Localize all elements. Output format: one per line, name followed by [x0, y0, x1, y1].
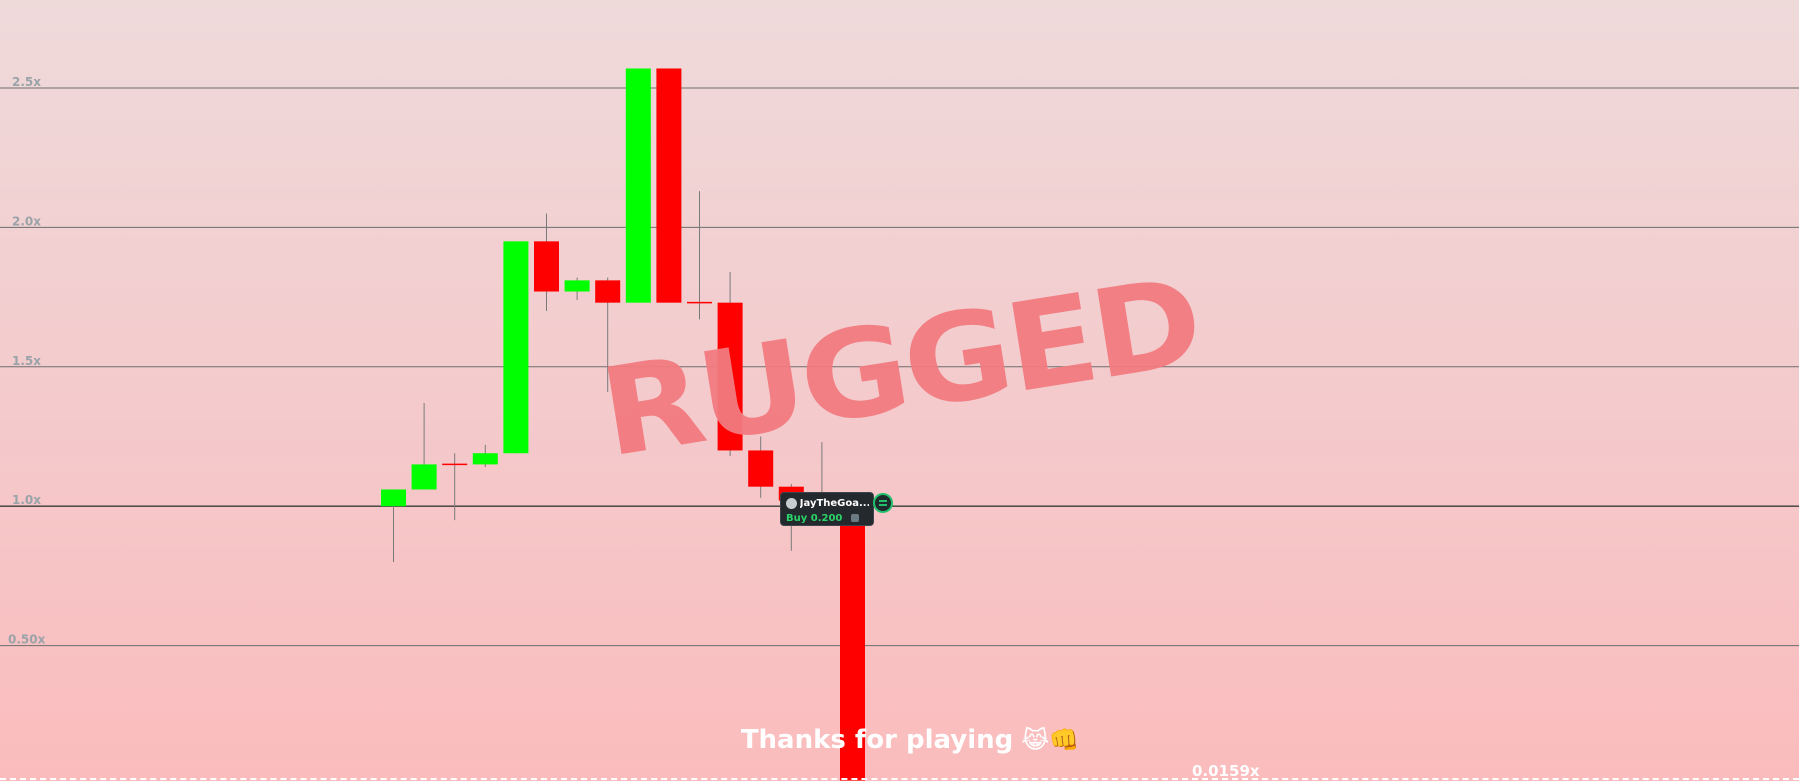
candle-5	[534, 213, 559, 312]
candle-body-4	[503, 241, 529, 454]
candle-1	[411, 403, 437, 490]
candle-body-8	[625, 68, 651, 303]
trade-marker-icon[interactable]	[873, 493, 893, 513]
thanks-message-text: Thanks for playing	[740, 725, 1014, 755]
baseline-dashed	[0, 778, 1799, 780]
y-tick-label-4: 0.50x	[8, 633, 46, 647]
y-tick-label-3: 1.0x	[12, 493, 41, 507]
candle-0	[381, 489, 406, 562]
candle-layer	[381, 68, 865, 781]
candle-body-12	[748, 450, 774, 487]
trade-username: JayTheGoa...	[799, 497, 869, 509]
candle-10	[687, 191, 712, 320]
candle-body-9	[656, 68, 682, 303]
candle-body-0	[381, 489, 406, 507]
menu-lines-icon	[879, 500, 887, 506]
candle-6	[564, 277, 590, 300]
y-tick-label-1: 2.0x	[12, 214, 41, 228]
candle-11	[717, 272, 743, 457]
user-avatar-icon	[786, 497, 797, 509]
final-multiplier-label: 0.0159x	[1192, 762, 1260, 780]
candle-body-1	[411, 464, 437, 490]
candle-7	[595, 277, 621, 392]
candle-body-7	[595, 280, 621, 303]
candle-body-11	[717, 302, 743, 451]
thanks-message: Thanks for playing 😹👊	[740, 720, 1080, 760]
candle-body-15	[840, 506, 865, 781]
trade-action: Buy 0.200	[786, 512, 843, 524]
candle-12	[748, 436, 774, 498]
trade-tag[interactable]: JayTheGoa... Buy 0.200	[780, 492, 874, 526]
grid-layer: 2.5x 2.0x 1.5x 1.0x 0.50x	[0, 75, 1799, 647]
candle-3	[472, 444, 498, 468]
y-tick-label-0: 2.5x	[12, 75, 41, 89]
candle-8	[625, 68, 651, 303]
candle-2	[442, 453, 468, 521]
candle-body-3	[472, 453, 498, 465]
thanks-message-emojis: 😹👊	[1021, 726, 1080, 754]
coin-icon	[851, 514, 860, 522]
candle-15	[840, 506, 865, 781]
candle-9	[656, 68, 682, 303]
candle-4	[503, 241, 529, 454]
candle-body-5	[534, 241, 559, 292]
candle-body-6	[564, 280, 590, 292]
y-tick-label-2: 1.5x	[12, 354, 41, 368]
